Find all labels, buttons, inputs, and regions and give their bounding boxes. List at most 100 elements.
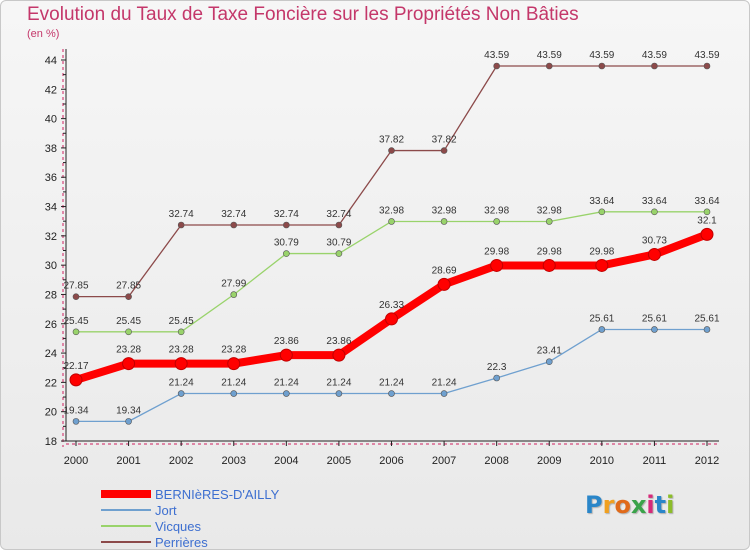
data-point — [545, 358, 553, 366]
data-point — [122, 357, 136, 371]
data-point — [230, 390, 238, 397]
legend: BERNIèRES-D'AILLY Jort Vicques Perrières — [101, 486, 280, 550]
data-label: 43.59 — [642, 50, 667, 61]
data-point — [542, 258, 556, 272]
y-tick-label: 34 — [45, 202, 57, 214]
data-label: 19.34 — [116, 405, 141, 416]
y-tick-label: 22 — [45, 377, 57, 389]
data-label: 32.98 — [379, 205, 404, 216]
data-label: 27.85 — [116, 281, 141, 292]
legend-label: BERNIèRES-D'AILLY — [155, 486, 280, 502]
y-tick-label: 28 — [45, 289, 57, 301]
data-label: 32.74 — [326, 209, 351, 220]
x-tick-label: 2010 — [590, 455, 614, 467]
x-tick-label: 2003 — [222, 455, 246, 467]
y-tick-label: 24 — [45, 348, 57, 360]
data-label: 32.74 — [221, 209, 246, 220]
data-point — [598, 326, 606, 333]
y-tick-label: 40 — [45, 114, 57, 126]
data-label: 33.64 — [694, 196, 719, 207]
data-label: 37.82 — [379, 135, 404, 146]
legend-item: Jort — [101, 502, 279, 518]
data-point — [647, 247, 661, 261]
data-point — [598, 208, 606, 216]
unit-label: (en %) — [27, 28, 60, 40]
data-label: 25.61 — [589, 313, 614, 324]
data-label: 43.59 — [537, 50, 562, 61]
data-label: 25.61 — [642, 313, 667, 324]
data-point — [230, 221, 238, 229]
data-point — [595, 258, 609, 272]
data-label: 30.73 — [642, 235, 667, 246]
legend-swatch — [101, 541, 151, 543]
legend-label: Jort — [155, 502, 177, 518]
y-tick-label: 44 — [45, 55, 57, 67]
data-label: 29.98 — [537, 246, 562, 257]
data-label: 33.64 — [589, 196, 614, 207]
data-point — [230, 291, 238, 298]
x-tick-label: 2000 — [64, 455, 88, 467]
data-label: 23.28 — [221, 345, 246, 356]
proxiti-logo: Proxiti — [585, 491, 675, 519]
x-tick-label: 2002 — [169, 455, 193, 467]
data-point — [651, 62, 658, 70]
data-point — [283, 221, 290, 229]
x-tick-label: 2011 — [643, 455, 667, 467]
data-point — [227, 357, 241, 371]
data-label: 33.64 — [642, 196, 667, 207]
legend-label: Vicques — [155, 518, 202, 534]
y-tick-label: 30 — [45, 260, 57, 272]
y-tick-label: 18 — [45, 436, 57, 448]
data-label: 23.28 — [116, 345, 141, 356]
chart-title: Evolution du Taux de Taxe Foncière sur l… — [27, 4, 579, 25]
data-point — [72, 328, 80, 336]
data-label: 21.24 — [432, 378, 457, 389]
x-tick-label: 2007 — [432, 455, 456, 467]
x-tick-label: 2001 — [116, 455, 140, 467]
data-label: 27.85 — [63, 281, 88, 292]
data-point — [335, 221, 343, 229]
data-label: 27.99 — [221, 279, 246, 290]
legend-label: Perrières — [155, 534, 208, 550]
data-point — [493, 62, 500, 70]
data-label: 23.41 — [537, 346, 562, 357]
data-point — [703, 208, 711, 216]
data-label: 32.74 — [169, 209, 194, 220]
data-point — [490, 258, 504, 272]
x-tick-label: 2005 — [327, 455, 351, 467]
data-point — [283, 250, 290, 257]
data-label: 32.98 — [484, 205, 509, 216]
data-point — [440, 147, 448, 154]
data-point — [283, 390, 290, 397]
data-label: 21.24 — [221, 378, 246, 389]
data-label: 23.86 — [326, 336, 351, 347]
x-tick-label: 2012 — [695, 455, 719, 467]
x-tick-label: 2006 — [379, 455, 403, 467]
data-point — [440, 390, 448, 397]
data-point — [335, 250, 343, 257]
data-label: 32.1 — [697, 215, 717, 226]
y-tick-label: 20 — [45, 407, 57, 419]
data-label: 25.45 — [116, 316, 141, 327]
data-label: 30.79 — [274, 238, 299, 249]
data-point — [174, 357, 188, 371]
data-label: 23.28 — [169, 345, 194, 356]
data-label: 21.24 — [274, 378, 299, 389]
data-point — [388, 147, 395, 154]
data-point — [598, 62, 606, 70]
y-tick-label: 32 — [45, 231, 57, 243]
data-point — [388, 390, 395, 397]
data-point — [125, 293, 132, 300]
data-label: 25.61 — [694, 313, 719, 324]
legend-item: Perrières — [101, 534, 279, 550]
legend-swatch — [101, 509, 151, 511]
data-point — [440, 218, 448, 225]
legend-item: Vicques — [101, 518, 279, 534]
data-label: 26.33 — [379, 300, 404, 311]
data-label: 21.24 — [169, 378, 194, 389]
data-point — [177, 390, 185, 397]
y-tick-label: 36 — [45, 172, 57, 184]
data-label: 37.82 — [432, 135, 457, 146]
